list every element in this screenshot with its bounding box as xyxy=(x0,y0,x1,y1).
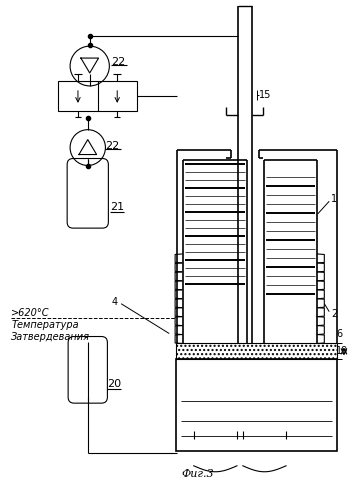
Text: 22: 22 xyxy=(106,140,120,150)
Text: Температура: Температура xyxy=(11,320,79,330)
Text: 1: 1 xyxy=(331,194,337,204)
Bar xyxy=(176,360,337,451)
Text: 15: 15 xyxy=(259,90,271,100)
Text: 2: 2 xyxy=(331,308,338,318)
Text: Затвердевания: Затвердевания xyxy=(11,332,90,342)
Text: 4: 4 xyxy=(111,296,118,306)
Text: 6: 6 xyxy=(336,328,342,338)
Bar xyxy=(58,81,137,111)
Text: Фиг.3: Фиг.3 xyxy=(181,468,214,478)
Text: 19: 19 xyxy=(336,346,348,356)
Text: 20: 20 xyxy=(107,379,121,389)
Text: 21: 21 xyxy=(110,202,125,212)
Text: >620°C: >620°C xyxy=(11,308,50,318)
Bar xyxy=(176,344,337,359)
Text: 22: 22 xyxy=(111,57,126,67)
FancyBboxPatch shape xyxy=(67,158,108,228)
FancyBboxPatch shape xyxy=(68,336,107,403)
